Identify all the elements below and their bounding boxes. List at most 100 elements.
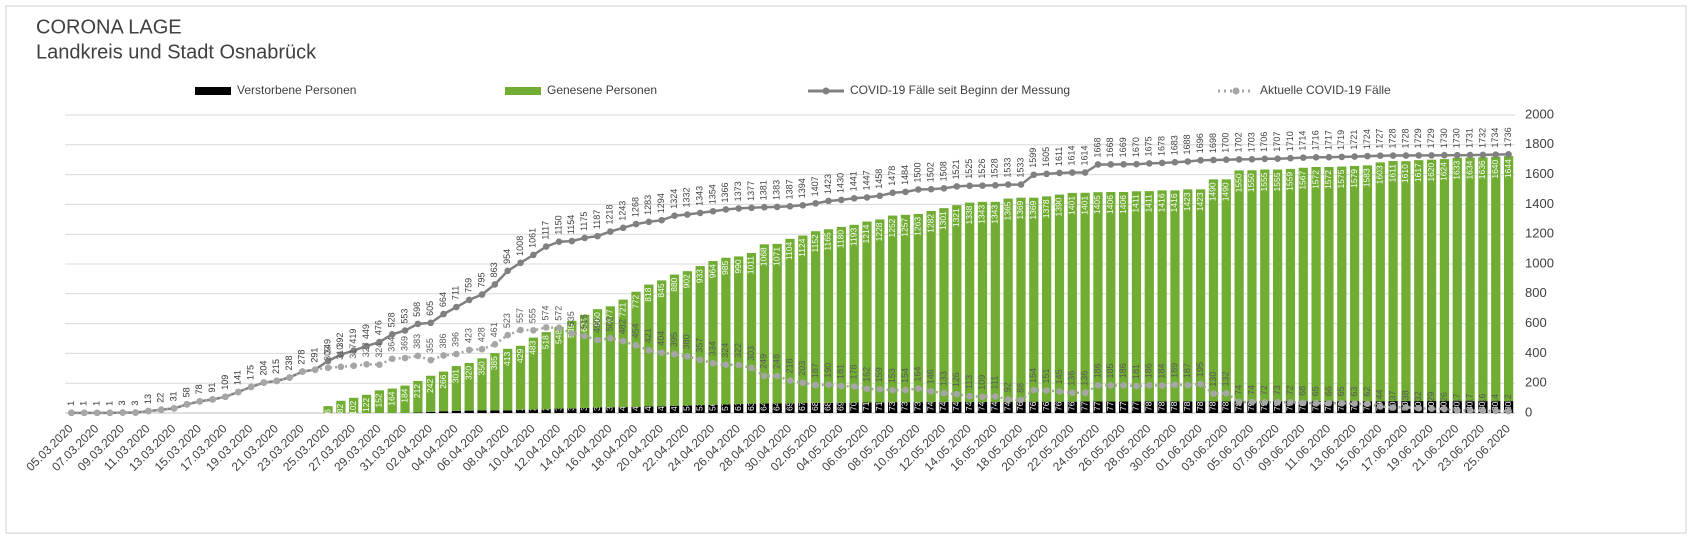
y-tick-label: 1400 [1525,196,1554,211]
line-marker [1210,390,1217,397]
line-marker [1415,152,1422,159]
data-label: 1354 [707,184,717,204]
data-label: 71 [874,401,884,411]
line-marker [1313,400,1320,407]
data-label: 1730 [1439,128,1449,148]
line-marker [838,383,845,390]
line-marker [479,291,486,298]
line-marker [1300,154,1307,161]
y-tick-label: 400 [1525,345,1547,360]
line-marker [1146,382,1153,389]
data-label: 1702 [1233,132,1243,152]
data-label: 1533 [1003,158,1013,178]
bar [773,244,782,404]
data-label: 364 [387,337,397,352]
line-marker [1390,404,1397,411]
line-marker [710,360,717,367]
data-label: 1165 [823,232,833,251]
data-label: 1728 [1387,128,1397,148]
data-label: 1068 [759,247,769,266]
data-label: 1252 [887,218,897,237]
data-label: 1555 [1272,172,1282,191]
data-label: 845 [656,283,666,297]
data-label: 1401 [1067,196,1077,215]
line-marker [299,368,306,375]
data-label: 78 [1156,401,1166,411]
line-marker [1287,399,1294,406]
data-label: 428 [476,327,486,342]
data-label: 1406 [1105,195,1115,214]
data-label: 184 [399,388,409,402]
line-marker [312,366,319,373]
line-marker [1018,181,1025,188]
data-label: 1365 [1002,201,1012,220]
line-marker [466,347,473,354]
line-marker [1480,407,1487,414]
line-marker [800,379,807,386]
data-label: 1 [91,401,101,406]
y-tick-label: 200 [1525,375,1547,390]
bar [760,244,769,403]
data-label: 154 [900,368,910,383]
data-label: 1603 [1375,165,1385,184]
data-label: 1324 [669,189,679,209]
line-marker [453,304,460,311]
line-marker [684,353,691,360]
data-label: 1729 [1413,128,1423,148]
line-marker [633,221,640,228]
data-label: 178 [849,364,859,379]
bar [1273,170,1282,402]
line-marker [607,228,614,235]
bar [1234,170,1243,401]
data-label: 1416 [1169,193,1179,212]
line-marker [209,396,216,403]
data-label: 1730 [1452,128,1462,148]
line-marker [1377,403,1384,410]
data-label: 74 [990,401,1000,411]
data-label: 278 [297,350,307,365]
line-marker [710,208,717,215]
data-label: 1301 [938,211,948,230]
data-label: 553 [399,309,409,324]
line-marker [222,393,229,400]
data-label: 109 [977,375,987,390]
line-marker [1338,154,1345,161]
data-label: 1458 [874,169,884,189]
data-label: 1614 [1067,145,1077,165]
data-label: 1617 [1413,163,1423,182]
line-marker [68,410,75,417]
line-marker [1082,169,1089,176]
bar [1016,198,1025,402]
data-label: 1377 [746,181,756,201]
data-label: 380 [682,334,692,349]
data-label: 1214 [861,224,871,243]
data-label: 74 [951,401,961,411]
data-label: 74 [1246,385,1256,395]
line-marker [1223,390,1230,397]
line-marker [735,205,742,212]
data-label: 1572 [1323,170,1333,189]
data-label: 1008 [515,236,525,256]
line-marker [466,297,473,304]
data-label: 175 [245,365,255,380]
line-marker [1184,382,1191,389]
data-label: 187 [810,363,820,378]
bar [1350,166,1359,401]
data-label: 186 [1092,363,1102,378]
y-tick-label: 1800 [1525,136,1554,151]
data-label: 1218 [605,204,615,224]
line-marker [1005,181,1012,188]
data-label: 74 [938,401,948,411]
line-marker [838,197,845,204]
data-label: 1668 [1092,137,1102,157]
data-label: 1 [104,401,114,406]
data-label: 122 [361,398,371,412]
data-label: 77 [1105,401,1115,411]
bar [721,258,730,405]
line-marker [453,351,460,358]
line-marker [928,388,935,395]
line-marker [992,182,999,189]
line-marker [325,365,332,372]
line-marker [427,320,434,327]
